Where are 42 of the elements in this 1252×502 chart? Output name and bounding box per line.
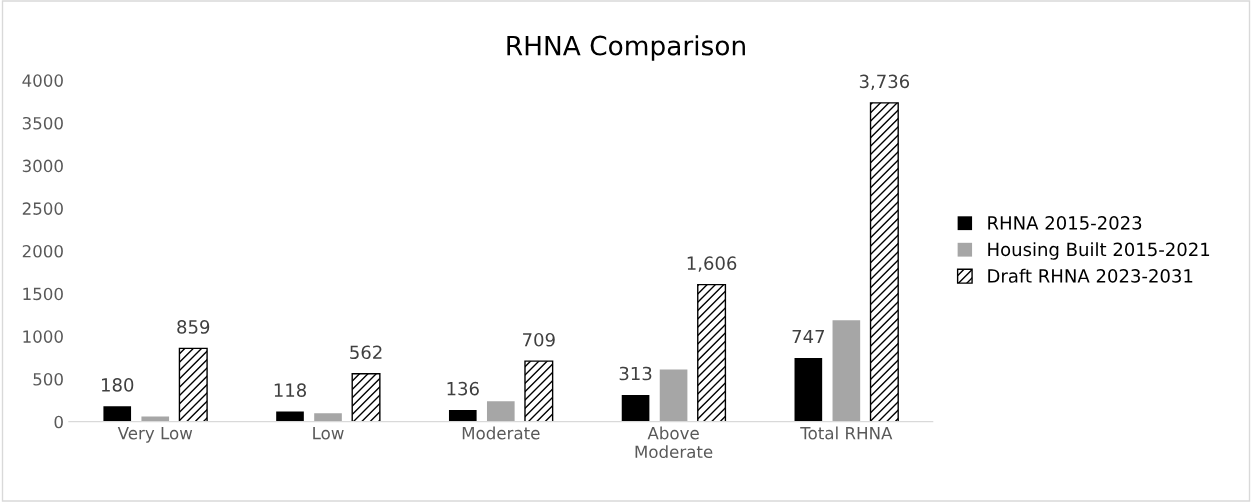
bar <box>832 320 861 422</box>
bar <box>659 369 688 422</box>
data-label: 118 <box>274 383 307 397</box>
y-tick-label: 3500 <box>22 116 63 130</box>
y-tick-label: 0 <box>54 415 63 429</box>
bar <box>794 357 823 422</box>
bar <box>486 401 515 422</box>
bar <box>314 413 342 422</box>
data-label: 859 <box>177 320 210 334</box>
x-tick-label: Low <box>313 427 344 440</box>
data-label: 747 <box>792 329 825 344</box>
data-label: 562 <box>350 345 382 360</box>
bar <box>524 360 554 422</box>
legend-label: RHNA 2015-2023 <box>988 216 1142 230</box>
bar <box>621 394 650 422</box>
legend-label: Housing Built 2015-2021 <box>988 242 1210 260</box>
y-tick-label: 4000 <box>22 74 63 87</box>
bar <box>103 406 132 422</box>
bar <box>448 410 477 422</box>
data-label: 180 <box>101 378 134 392</box>
x-tick-label: Moderate <box>462 426 540 440</box>
data-label: 313 <box>619 366 652 381</box>
legend-label: Draft RHNA 2023-2031 <box>988 268 1193 283</box>
bar <box>869 102 899 422</box>
chart-title: RHNA Comparison <box>507 35 745 61</box>
bar <box>351 373 381 422</box>
y-tick-label: 1500 <box>23 287 63 301</box>
bar <box>178 347 208 422</box>
bar <box>697 283 727 422</box>
y-tick-label: 2000 <box>22 244 63 258</box>
y-tick-label: 1000 <box>23 330 63 343</box>
x-tick-label: Above Moderate <box>635 426 713 459</box>
x-tick-label: Very Low <box>117 427 193 443</box>
data-label: 3,736 <box>859 74 910 91</box>
y-tick-label: 500 <box>33 372 63 386</box>
y-tick-label: 2500 <box>22 202 63 215</box>
x-tick-label: Total RHNA <box>800 426 893 440</box>
data-label: 1,606 <box>687 256 737 272</box>
y-tick-label: 3000 <box>22 159 63 173</box>
bar <box>276 411 304 422</box>
data-label: 136 <box>447 381 479 396</box>
data-label: 709 <box>523 332 555 347</box>
